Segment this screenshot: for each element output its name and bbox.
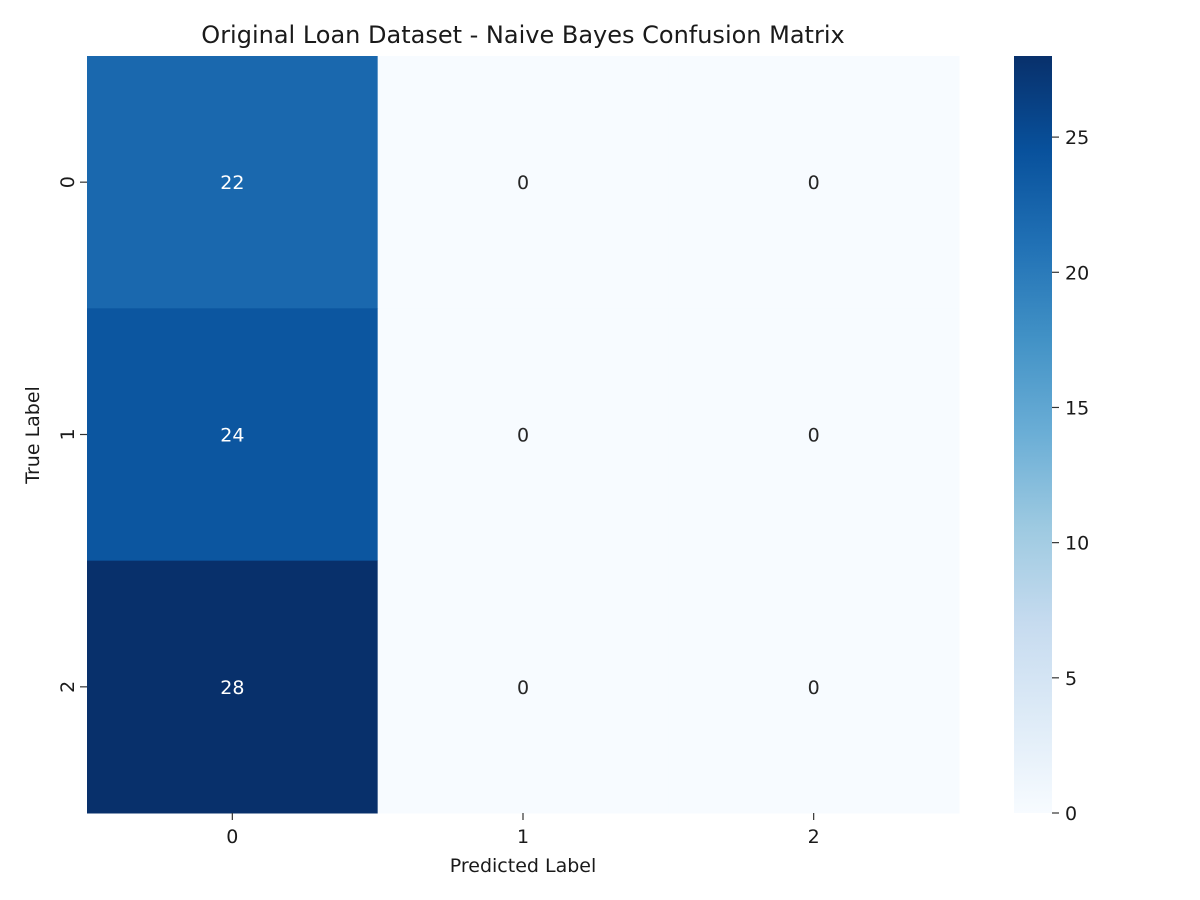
colorbar-tick-label: 20 — [1065, 262, 1089, 284]
heatmap-cell — [377, 56, 669, 309]
cell-value-label: 22 — [220, 172, 244, 194]
cell-value-label: 0 — [517, 172, 529, 194]
y-tick-label: 1 — [57, 428, 79, 440]
colorbar-tick-label: 25 — [1065, 127, 1089, 149]
x-axis-ticks: 0 1 2 — [226, 813, 820, 848]
cell-value-label: 0 — [808, 677, 820, 699]
heatmap-cell — [87, 56, 379, 309]
heatmap-cell-labels: 22 0 0 24 0 0 28 0 0 — [220, 172, 819, 699]
colorbar — [1014, 56, 1052, 813]
y-tick-label: 2 — [57, 681, 79, 693]
y-axis-label: True Label — [22, 386, 44, 485]
heatmap-cell — [668, 308, 960, 562]
x-axis-label: Predicted Label — [450, 855, 597, 877]
heatmap-cells — [87, 56, 960, 814]
colorbar-ticks: 0 5 10 15 20 25 — [1052, 127, 1089, 825]
y-tick-label: 0 — [57, 176, 79, 188]
colorbar-tick-label: 10 — [1065, 533, 1089, 555]
x-tick-label: 0 — [226, 826, 238, 848]
heatmap-cell — [668, 560, 960, 814]
colorbar-tick-label: 15 — [1065, 397, 1089, 419]
cell-value-label: 28 — [220, 677, 244, 699]
cell-value-label: 24 — [220, 425, 244, 447]
y-axis-ticks: 0 1 2 — [57, 176, 87, 693]
heatmap-cell — [377, 308, 669, 562]
cell-value-label: 0 — [808, 425, 820, 447]
x-tick-label: 1 — [517, 826, 529, 848]
cell-value-label: 0 — [808, 172, 820, 194]
chart-title: Original Loan Dataset - Naive Bayes Conf… — [201, 21, 844, 49]
heatmap-cell — [377, 560, 669, 814]
colorbar-tick-label: 0 — [1065, 803, 1077, 825]
cell-value-label: 0 — [517, 425, 529, 447]
colorbar-tick-label: 5 — [1065, 668, 1077, 690]
heatmap-cell — [87, 560, 379, 814]
cell-value-label: 0 — [517, 677, 529, 699]
heatmap-cell — [668, 56, 960, 309]
x-tick-label: 2 — [808, 826, 820, 848]
heatmap-cell — [87, 308, 379, 562]
